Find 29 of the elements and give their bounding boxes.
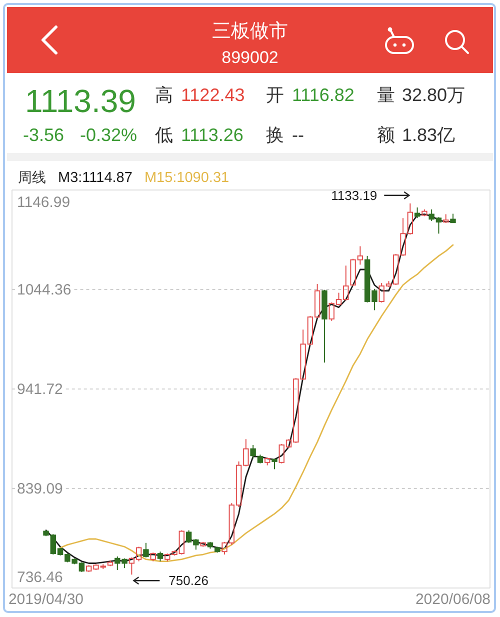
text: -3.56 [23,125,64,145]
text: 1122.43 [181,85,245,105]
text: 1113.26 [181,125,244,145]
text: 量 [377,85,395,105]
text: 低 [155,125,173,145]
y-tick-label: 941.72 [17,381,63,398]
text: M3:1114.87 [58,170,132,186]
text: 32.80万 [402,85,466,105]
y-tick-label: 839.09 [17,480,63,498]
chart-title: 三板做市 [212,20,288,42]
text: -0.32% [80,125,138,145]
x-tick-label: 2019/04/30 [8,591,84,608]
text: 额 [377,125,395,145]
text: 1116.82 [292,85,354,105]
legend-title: 周线 [18,169,46,185]
text: 开 [266,85,284,105]
text: 换 [266,125,284,145]
x-tick-label: 2020/06/08 [415,591,491,608]
text: M15:1090.31 [144,170,230,186]
text: -- [292,125,304,145]
y-tick-label: 1044.36 [17,282,72,298]
annotation: 750.26 [168,573,208,588]
text: 高 [155,85,173,105]
text: 1.83亿 [402,125,456,145]
annotation: 1133.19 [331,188,378,203]
text: 1113.39 [25,83,136,119]
chart-subtitle: 899002 [222,48,278,67]
y-tick-label: 1146.99 [17,194,70,211]
y-tick-label: 736.46 [17,569,63,586]
